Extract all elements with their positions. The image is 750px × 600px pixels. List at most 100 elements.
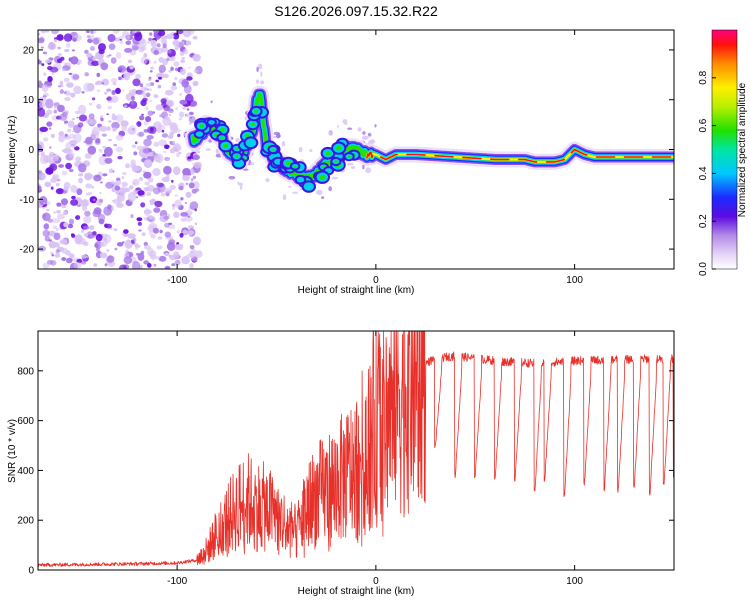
noise-speckle xyxy=(159,229,163,234)
noise-speckle xyxy=(92,56,97,61)
noise-speckle xyxy=(157,30,166,37)
noise-speckle xyxy=(145,116,152,122)
noise-speckle xyxy=(228,175,236,180)
noise-speckle xyxy=(118,264,127,269)
noise-speckle xyxy=(138,131,145,137)
noise-speckle xyxy=(48,127,52,130)
noise-speckle xyxy=(180,68,186,76)
noise-speckle xyxy=(83,233,89,237)
noise-speckle xyxy=(125,163,130,169)
noise-speckle xyxy=(125,200,131,206)
noise-speckle xyxy=(132,178,140,186)
noise-speckle xyxy=(134,243,139,248)
noise-speckle xyxy=(186,108,190,111)
noise-speckle xyxy=(92,37,100,45)
noise-speckle xyxy=(108,168,114,174)
noise-speckle xyxy=(192,175,197,180)
noise-speckle xyxy=(53,109,57,114)
noise-speckle xyxy=(50,66,59,73)
ridge-blob xyxy=(254,109,259,114)
noise-speckle xyxy=(362,164,365,170)
spectrogram-x-tick-label: 100 xyxy=(566,275,583,286)
noise-speckle xyxy=(146,135,154,140)
noise-speckle xyxy=(180,212,189,217)
noise-speckle xyxy=(45,59,52,64)
noise-speckle xyxy=(171,179,174,183)
noise-speckle xyxy=(38,101,46,108)
spectrogram-y-tick-label: -20 xyxy=(20,245,35,256)
noise-speckle xyxy=(112,30,120,35)
noise-speckle xyxy=(50,30,60,35)
noise-speckle xyxy=(170,148,175,154)
noise-speckle xyxy=(175,245,181,250)
noise-speckle xyxy=(38,59,41,65)
noise-speckle xyxy=(64,135,71,140)
noise-speckle xyxy=(168,69,172,73)
noise-speckle xyxy=(99,198,103,203)
noise-speckle xyxy=(127,233,136,239)
noise-speckle xyxy=(189,201,199,211)
noise-speckle xyxy=(138,229,142,232)
ridge-blob xyxy=(325,151,331,156)
noise-speckle xyxy=(174,77,178,80)
noise-speckle xyxy=(84,72,89,77)
noise-speckle xyxy=(143,208,151,217)
noise-speckle xyxy=(64,62,68,66)
ridge-blob xyxy=(235,147,239,150)
noise-speckle xyxy=(117,193,126,202)
noise-speckle xyxy=(172,143,182,153)
noise-speckle xyxy=(63,182,71,190)
noise-speckle xyxy=(132,78,141,87)
noise-speckle xyxy=(136,217,143,222)
noise-speckle xyxy=(134,141,138,145)
noise-speckle xyxy=(72,37,77,42)
noise-speckle xyxy=(179,99,188,105)
noise-speckle xyxy=(148,215,154,220)
noise-speckle xyxy=(71,118,76,121)
noise-speckle xyxy=(62,190,67,194)
noise-speckle xyxy=(58,164,64,168)
noise-speckle xyxy=(111,115,118,121)
noise-speckle xyxy=(85,183,93,189)
noise-speckle xyxy=(147,41,150,44)
noise-speckle xyxy=(137,252,145,261)
noise-speckle xyxy=(101,78,110,86)
colorbar-tick-label: 0.8 xyxy=(698,70,709,84)
noise-speckle xyxy=(43,137,49,142)
noise-speckle xyxy=(77,163,87,173)
noise-speckle xyxy=(141,232,146,237)
noise-speckle xyxy=(128,125,137,136)
noise-speckle xyxy=(78,114,88,122)
noise-speckle xyxy=(65,162,72,170)
noise-speckle xyxy=(153,30,160,34)
noise-speckle xyxy=(148,37,152,42)
snr-y-tick-label: 800 xyxy=(17,366,34,377)
noise-speckle xyxy=(152,227,159,234)
noise-speckle xyxy=(184,202,188,204)
noise-speckle xyxy=(169,236,173,240)
noise-speckle xyxy=(144,181,150,186)
noise-speckle xyxy=(111,90,116,95)
noise-speckle xyxy=(57,46,61,50)
noise-speckle xyxy=(187,230,194,236)
noise-speckle xyxy=(100,62,109,71)
ridge-blob xyxy=(296,176,305,183)
noise-speckle xyxy=(183,48,189,55)
noise-speckle xyxy=(63,222,69,228)
noise-speckle xyxy=(164,222,170,228)
noise-speckle xyxy=(180,59,186,63)
noise-speckle xyxy=(288,185,292,188)
noise-speckle xyxy=(170,85,178,91)
noise-speckle xyxy=(95,247,100,252)
noise-speckle xyxy=(193,161,202,169)
noise-speckle xyxy=(158,139,167,147)
noise-speckle xyxy=(99,252,108,259)
noise-speckle xyxy=(67,92,72,96)
noise-speckle xyxy=(38,170,42,174)
noise-speckle xyxy=(85,193,89,196)
noise-speckle xyxy=(205,148,211,151)
noise-speckle xyxy=(138,176,144,182)
noise-speckle xyxy=(102,173,108,177)
